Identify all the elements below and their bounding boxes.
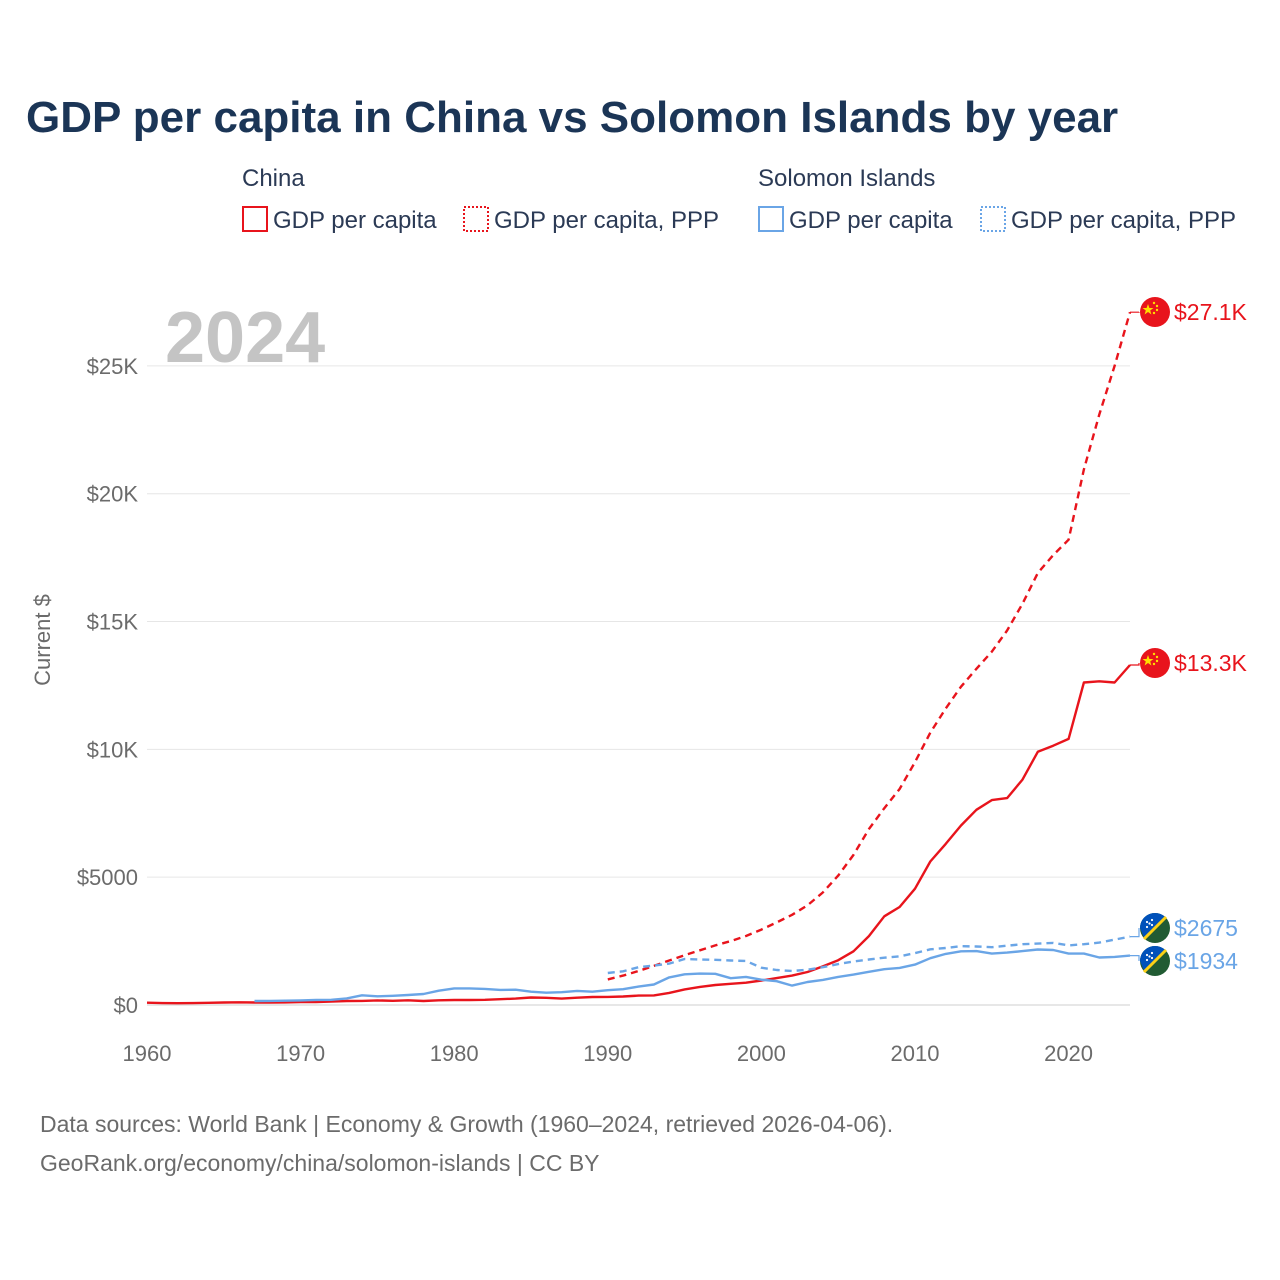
legend-group-china: China — [242, 165, 305, 192]
end-value-label: $1934 — [1174, 948, 1238, 974]
series-line-solomon-gdp — [254, 948, 1131, 1003]
chart-title: GDP per capita in China vs Solomon Islan… — [26, 93, 1118, 142]
x-tick-label: 1970 — [276, 1041, 325, 1066]
solomon-islands-flag-icon — [1140, 913, 1170, 943]
x-tick-label: 2010 — [890, 1041, 939, 1066]
legend-swatch-china-ppp — [463, 206, 489, 232]
end-value-label: $2675 — [1174, 915, 1238, 941]
end-markers: $13.3K $27.1K $1934 $2675 — [1130, 297, 1248, 976]
y-axis-label: Current $ — [30, 594, 55, 686]
series — [146, 311, 1132, 1005]
end-connector — [1130, 663, 1140, 666]
x-tick-label: 1980 — [430, 1041, 479, 1066]
legend-label-solomon-gdp: GDP per capita — [789, 207, 953, 234]
legend: China GDP per capita GDP per capita, PPP… — [242, 165, 1236, 234]
legend-label-solomon-ppp: GDP per capita, PPP — [1011, 207, 1236, 234]
y-tick-label: $0 — [114, 993, 138, 1018]
legend-swatch-solomon-ppp — [980, 206, 1006, 232]
end-connector — [1130, 928, 1140, 938]
series-line-china-ppp — [607, 311, 1132, 981]
end-value-label: $27.1K — [1174, 299, 1248, 325]
end-connector — [1130, 955, 1140, 961]
legend-label-china-ppp: GDP per capita, PPP — [494, 207, 719, 234]
y-tick-label: $5000 — [77, 865, 138, 890]
legend-swatch-solomon-solid — [758, 206, 784, 232]
x-tick-label: 1990 — [583, 1041, 632, 1066]
solomon-islands-flag-icon — [1140, 946, 1170, 976]
footer-attribution: GeoRank.org/economy/china/solomon-island… — [40, 1150, 600, 1176]
footer-sources: Data sources: World Bank | Economy & Gro… — [40, 1111, 893, 1137]
x-axis-ticks: 1960 1970 1980 1990 2000 2010 2020 — [123, 1041, 1094, 1066]
year-label: 2024 — [165, 298, 325, 378]
y-axis-ticks: $0 $5000 $10K $15K $20K $25K — [77, 354, 139, 1018]
y-tick-label: $20K — [87, 482, 139, 507]
x-tick-label: 1960 — [123, 1041, 172, 1066]
x-tick-label: 2000 — [737, 1041, 786, 1066]
series-line-china-gdp — [146, 664, 1131, 1005]
end-value-label: $13.3K — [1174, 650, 1248, 676]
y-tick-label: $10K — [87, 737, 139, 762]
x-tick-label: 2020 — [1044, 1041, 1093, 1066]
y-tick-label: $15K — [87, 610, 139, 635]
china-flag-icon — [1140, 297, 1170, 327]
legend-group-solomon: Solomon Islands — [758, 165, 935, 192]
china-flag-icon — [1140, 648, 1170, 678]
legend-label-china-gdp: GDP per capita — [273, 207, 437, 234]
gridlines — [147, 365, 1130, 1006]
legend-swatch-china-solid — [242, 206, 268, 232]
series-line-solomon-ppp — [607, 935, 1131, 975]
y-tick-label: $25K — [87, 354, 139, 379]
